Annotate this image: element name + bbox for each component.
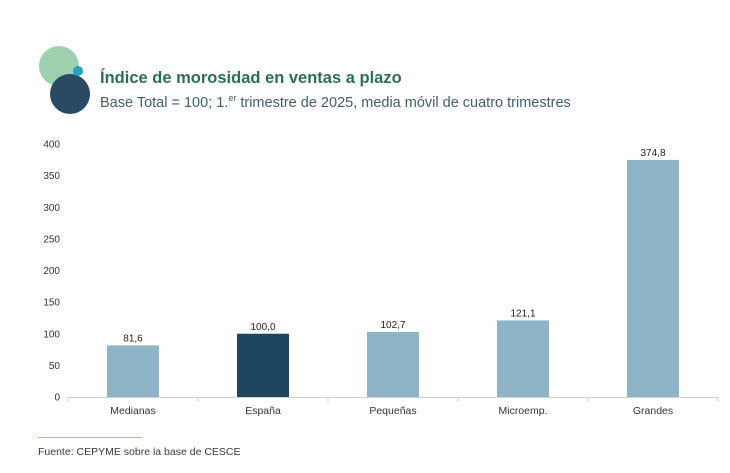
- y-tick-label: 350: [43, 171, 60, 182]
- x-axis: Medianas España Pequeñas Microemp. Grandes: [67, 397, 719, 417]
- bar-microemp-: [497, 320, 549, 397]
- bar-peque-as: [367, 332, 419, 397]
- x-category-label: Microemp.: [498, 405, 547, 417]
- bar-grandes: [627, 159, 679, 397]
- subtitle-superscript: er: [228, 93, 237, 103]
- bar-value-label: 100,0: [250, 322, 275, 333]
- y-tick-label: 400: [43, 140, 60, 151]
- bars: 81,6 100,0 102,7 121,1 374,8: [107, 148, 679, 397]
- bar-value-label: 102,7: [380, 320, 405, 331]
- y-tick-label: 200: [43, 266, 60, 277]
- y-tick-label: 250: [43, 234, 60, 245]
- y-axis: 0 50 100 150 200 250 300 350 400: [43, 140, 60, 404]
- bar-value-label: 81,6: [123, 333, 143, 344]
- y-tick-label: 300: [43, 203, 60, 214]
- bar-medianas: [107, 345, 159, 397]
- x-category-label: Pequeñas: [369, 405, 416, 417]
- subtitle-text-2: trimestre de 2025, media móvil de cuatro…: [236, 94, 571, 111]
- logo-teal-dot: [73, 66, 83, 76]
- subtitle-text-1: Base Total = 100; 1.: [100, 94, 229, 111]
- x-category-label: Grandes: [633, 405, 673, 417]
- bar-espa-a: [237, 333, 289, 397]
- y-tick-label: 0: [54, 393, 60, 404]
- chart-subtitle: Base Total = 100; 1.er trimestre de 2025…: [100, 93, 571, 111]
- y-tick-label: 150: [43, 298, 60, 309]
- brand-logo-icon: [39, 46, 90, 114]
- x-category-label: Medianas: [110, 405, 156, 417]
- y-tick-label: 50: [49, 361, 61, 372]
- source-note: Fuente: CEPYME sobre la base de CESCE: [38, 446, 241, 458]
- source-divider: [38, 437, 142, 438]
- bar-chart: 0 50 100 150 200 250 300 350 400 81,6 100,0 102,7 1…: [43, 140, 719, 417]
- bar-value-label: 121,1: [510, 308, 535, 319]
- chart-title: Índice de morosidad en ventas a plazo: [100, 69, 402, 87]
- bar-value-label: 374,8: [640, 148, 665, 159]
- logo-navy-circle: [50, 74, 90, 114]
- y-tick-label: 100: [43, 329, 60, 340]
- x-category-label: España: [245, 405, 281, 417]
